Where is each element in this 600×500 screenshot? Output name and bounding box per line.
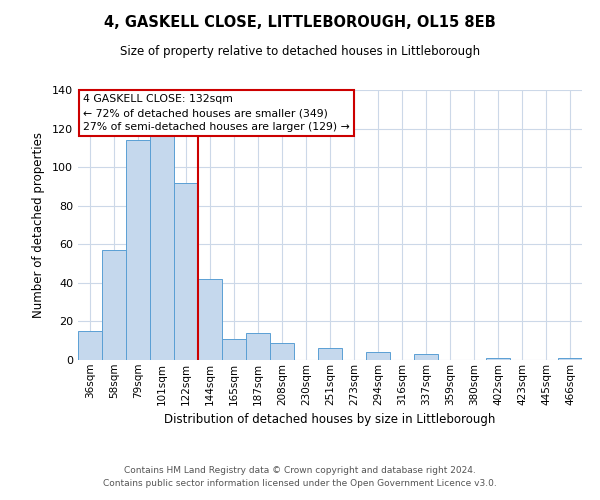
- Bar: [222, 339, 246, 360]
- Bar: [102, 250, 126, 360]
- Text: Size of property relative to detached houses in Littleborough: Size of property relative to detached ho…: [120, 45, 480, 58]
- Bar: [366, 352, 390, 360]
- Bar: [270, 342, 294, 360]
- Text: 4 GASKELL CLOSE: 132sqm
← 72% of detached houses are smaller (349)
27% of semi-d: 4 GASKELL CLOSE: 132sqm ← 72% of detache…: [83, 94, 350, 132]
- Bar: [318, 348, 342, 360]
- Bar: [126, 140, 150, 360]
- X-axis label: Distribution of detached houses by size in Littleborough: Distribution of detached houses by size …: [164, 413, 496, 426]
- Bar: [150, 132, 174, 360]
- Bar: [246, 333, 270, 360]
- Bar: [198, 279, 222, 360]
- Bar: [414, 354, 438, 360]
- Bar: [78, 331, 102, 360]
- Bar: [558, 358, 582, 360]
- Bar: [486, 358, 510, 360]
- Text: Contains HM Land Registry data © Crown copyright and database right 2024.
Contai: Contains HM Land Registry data © Crown c…: [103, 466, 497, 487]
- Y-axis label: Number of detached properties: Number of detached properties: [32, 132, 45, 318]
- Bar: [174, 182, 198, 360]
- Text: 4, GASKELL CLOSE, LITTLEBOROUGH, OL15 8EB: 4, GASKELL CLOSE, LITTLEBOROUGH, OL15 8E…: [104, 15, 496, 30]
